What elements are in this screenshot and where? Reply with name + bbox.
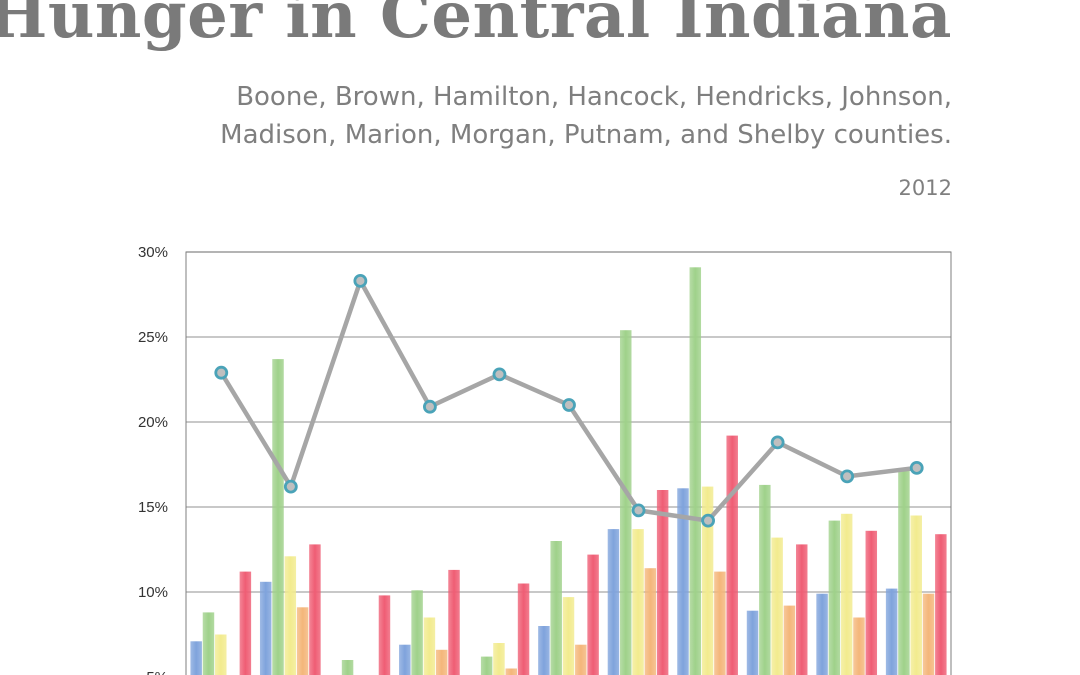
bar <box>272 359 284 675</box>
line-marker <box>353 273 368 288</box>
bar <box>480 656 493 675</box>
chart-title: Hunger in Central Indiana <box>0 0 952 53</box>
y-axis-ticks: 5% 10% 15% 20% 25% 30% <box>138 244 168 675</box>
y-tick-label: 10% <box>138 584 168 601</box>
bar <box>435 649 448 675</box>
chart-subtitle: Boone, Brown, Hamilton, Hancock, Hendric… <box>220 78 952 154</box>
line-marker <box>492 367 507 382</box>
line-marker <box>423 399 437 414</box>
y-tick-label: 20% <box>138 414 168 431</box>
bar <box>493 643 505 675</box>
bar <box>746 610 759 675</box>
bar <box>853 617 865 675</box>
bar <box>587 554 599 675</box>
bar <box>309 544 321 675</box>
bar <box>922 593 935 675</box>
bar <box>795 544 808 675</box>
plot-frame <box>185 251 952 675</box>
bar <box>816 593 828 675</box>
line-marker <box>701 513 715 528</box>
bar <box>607 529 620 675</box>
chart-year: 2012 <box>898 176 952 200</box>
bar <box>701 486 714 675</box>
bar <box>411 590 423 675</box>
bar <box>771 537 783 675</box>
bar <box>575 644 587 675</box>
bar <box>644 568 657 675</box>
bar <box>656 490 669 675</box>
bar <box>783 605 796 675</box>
bar <box>190 641 202 675</box>
bar <box>550 541 562 675</box>
line-marker <box>770 435 785 450</box>
bar <box>505 668 518 675</box>
bar <box>239 571 252 675</box>
bar <box>714 571 726 675</box>
marker-layer <box>214 273 924 528</box>
line-marker <box>214 365 229 380</box>
bar-layer <box>190 267 947 675</box>
bar <box>689 267 702 675</box>
bar <box>259 581 272 675</box>
bar <box>517 583 530 675</box>
line-marker <box>840 469 855 484</box>
bar <box>448 569 460 675</box>
bar <box>538 626 550 675</box>
y-tick-label: 15% <box>138 499 168 516</box>
bar <box>284 556 297 675</box>
bar <box>865 530 878 675</box>
subtitle-line-1: Boone, Brown, Hamilton, Hancock, Hendric… <box>236 82 952 112</box>
bar <box>423 617 436 675</box>
line-marker <box>631 503 646 518</box>
bar <box>202 612 215 675</box>
bar <box>759 484 771 675</box>
bar <box>632 529 644 675</box>
bar <box>296 607 309 675</box>
subtitle-line-2: Madison, Marion, Morgan, Putnam, and She… <box>220 120 952 150</box>
bar <box>828 520 841 675</box>
line-marker <box>562 398 576 412</box>
bar <box>399 644 411 675</box>
bar <box>562 597 575 675</box>
bar <box>677 488 689 675</box>
y-tick-label: 30% <box>138 244 168 261</box>
bar <box>935 534 947 675</box>
bar <box>885 588 898 675</box>
bar <box>910 515 922 675</box>
bar <box>619 330 632 675</box>
bar <box>726 435 738 675</box>
bar <box>840 513 853 675</box>
y-tick-label: 25% <box>138 329 168 346</box>
bar <box>898 469 910 675</box>
line-marker <box>283 479 298 494</box>
bar <box>215 634 227 675</box>
bar <box>341 660 354 675</box>
y-tick-label: 5% <box>146 669 168 675</box>
bar <box>378 595 391 675</box>
line-marker <box>909 460 924 475</box>
